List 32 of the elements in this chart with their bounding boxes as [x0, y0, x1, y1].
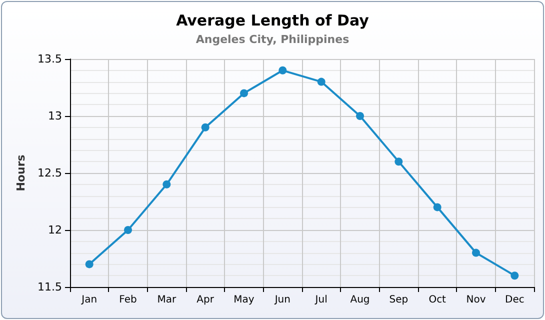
y-tick-label: 11.5 [38, 280, 62, 294]
point [85, 260, 94, 268]
x-tick-label: Sep [389, 294, 408, 306]
y-tick-label: 13 [48, 110, 62, 122]
x-tick-label: May [234, 294, 254, 306]
x-tick-label: Nov [466, 294, 486, 306]
point [124, 226, 132, 234]
x-tick-label: Feb [119, 294, 137, 306]
x-tick-label: Aug [350, 294, 370, 306]
x-tick-label: Jun [274, 294, 290, 306]
chart-title: Average Length of Day [176, 12, 370, 30]
y-tick-label: 12.5 [38, 166, 62, 180]
y-tick-label: 13.5 [38, 52, 62, 66]
x-tick-label: Apr [196, 294, 215, 306]
point [162, 180, 171, 188]
x-tick-label: Dec [504, 294, 524, 306]
point [510, 272, 519, 280]
y-axis-title: Hours [14, 154, 28, 192]
x-tick-label: Oct [428, 294, 446, 306]
point [201, 123, 210, 132]
point [240, 89, 248, 98]
point [433, 203, 442, 212]
point [278, 66, 287, 74]
point [394, 158, 403, 166]
y-tick-label: 12 [48, 224, 62, 236]
x-tick-label: Mar [157, 294, 177, 306]
chart-subtitle: Angeles City, Philippines [196, 33, 350, 46]
point [317, 78, 326, 86]
x-tick-label: Jul [314, 294, 328, 306]
point [356, 112, 364, 120]
x-tick-label: Jan [80, 294, 98, 306]
point [472, 248, 480, 257]
